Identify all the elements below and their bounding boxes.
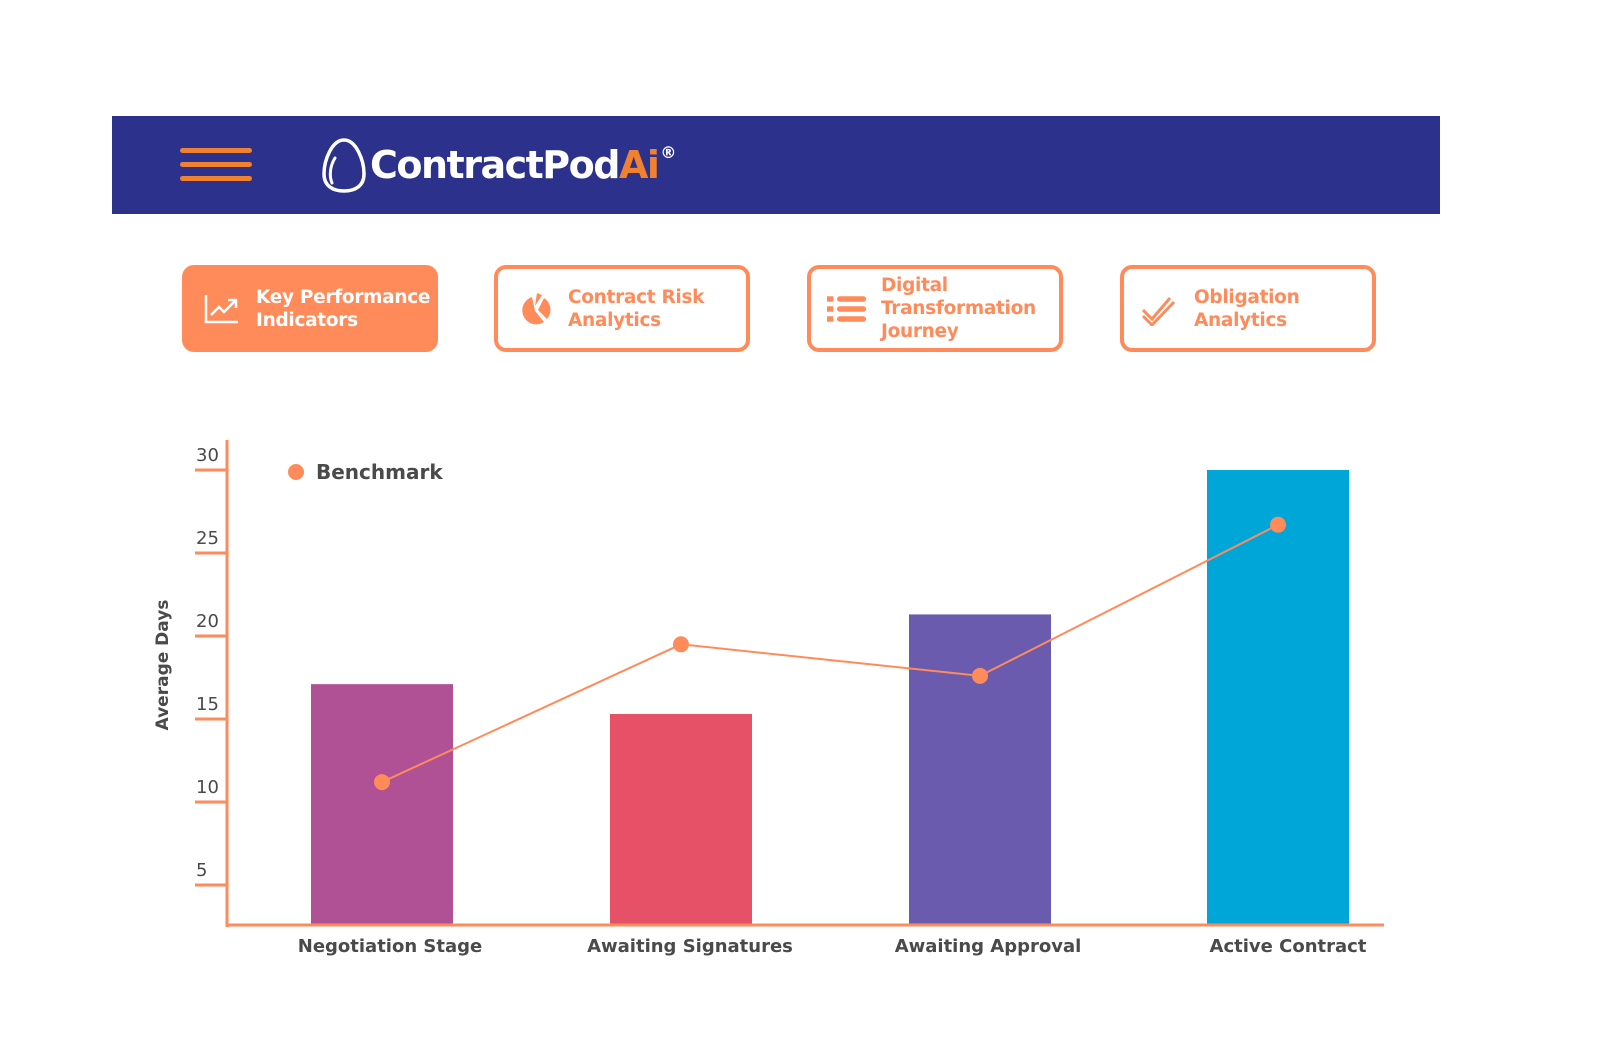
x-axis-label: Awaiting Signatures <box>587 936 793 957</box>
legend-label: Benchmark <box>316 460 443 484</box>
tab-label: Obligation Analytics <box>1194 286 1300 331</box>
y-tick-label: 30 <box>196 445 219 466</box>
bar-active-contract <box>1207 470 1349 925</box>
benchmark-point <box>1270 516 1286 533</box>
benchmark-line <box>381 523 1279 783</box>
app-header: ContractPodAi ® <box>112 116 1440 214</box>
egg-logo-icon <box>322 138 366 193</box>
y-tick-label: 15 <box>196 694 219 715</box>
y-tick-label: 5 <box>196 860 208 881</box>
x-axis-label: Negotiation Stage <box>297 936 483 957</box>
benchmark-point <box>972 667 988 684</box>
benchmark-point <box>673 636 689 653</box>
brand-name: ContractPodAi ® <box>370 143 677 187</box>
y-tick-label: 20 <box>196 611 219 632</box>
x-axis-label: Active Contract <box>1209 936 1367 957</box>
chart-legend: Benchmark <box>288 460 443 484</box>
tab-digital-transformation-journey[interactable]: Digital Transformation Journey <box>807 265 1063 352</box>
trend-chart-icon <box>202 289 242 329</box>
bar-awaiting-approval <box>909 614 1051 925</box>
tab-label: Contract Risk Analytics <box>568 286 705 331</box>
tab-key-performance-indicators[interactable]: Key Performance Indicators <box>182 265 438 352</box>
y-tick-label: 10 <box>196 777 219 798</box>
tab-contract-risk-analytics[interactable]: Contract Risk Analytics <box>494 265 750 352</box>
tab-label: Key Performance Indicators <box>256 286 431 331</box>
pie-chart-icon <box>514 289 554 329</box>
benchmark-legend-dot <box>288 464 304 480</box>
bar-awaiting-signatures <box>610 714 752 925</box>
list-icon <box>827 289 867 329</box>
benchmark-point <box>374 774 390 791</box>
y-tick-label: 25 <box>196 528 219 549</box>
tab-obligation-analytics[interactable]: Obligation Analytics <box>1120 265 1376 352</box>
brand-logo[interactable]: ContractPodAi ® <box>320 136 676 194</box>
hamburger-menu-icon[interactable] <box>180 146 252 182</box>
double-check-icon <box>1140 289 1180 329</box>
tab-label: Digital Transformation Journey <box>881 275 1036 342</box>
bar-negotiation-stage <box>311 684 453 925</box>
x-axis-label: Awaiting Approval <box>894 936 1082 957</box>
